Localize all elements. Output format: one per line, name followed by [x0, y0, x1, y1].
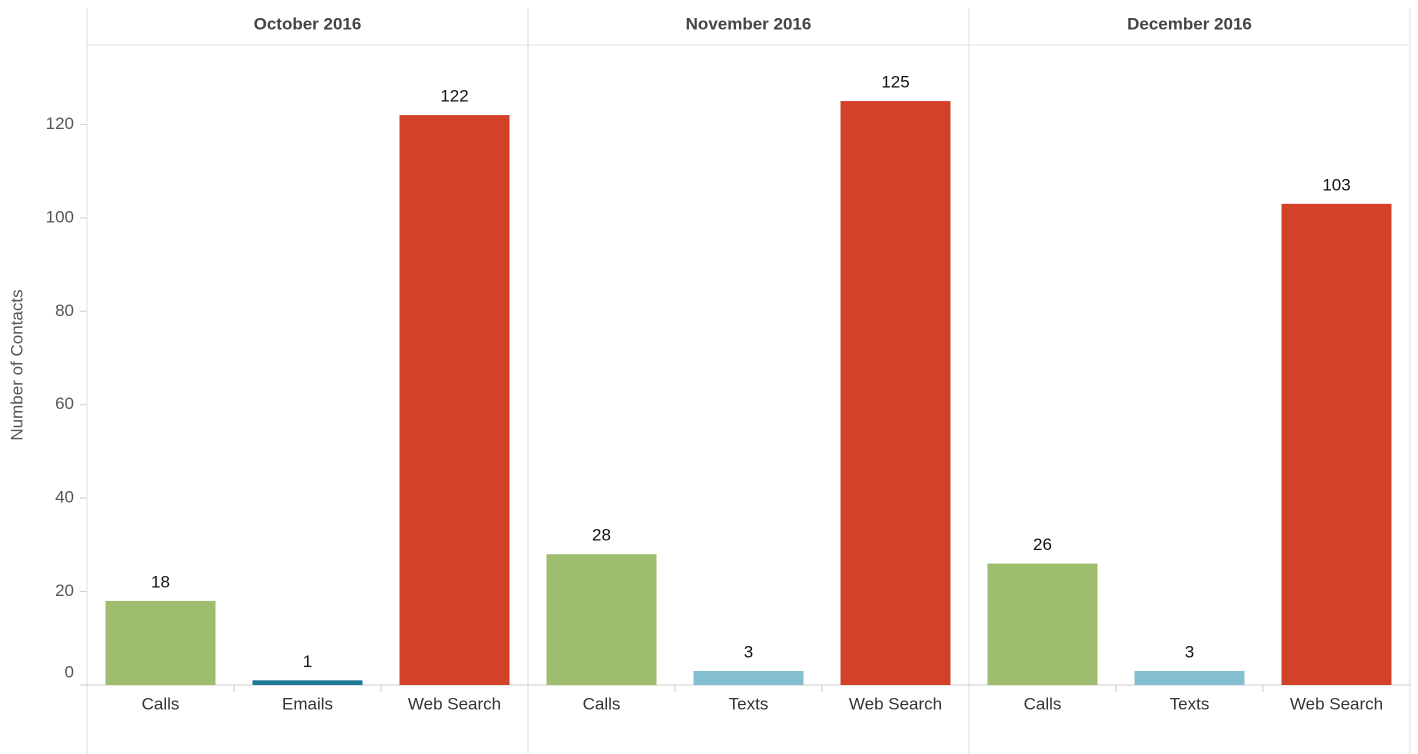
bar: [1134, 670, 1245, 685]
y-tick-label: 80: [55, 301, 74, 320]
x-tick-label: Calls: [1024, 694, 1062, 713]
value-label: 125: [881, 73, 909, 92]
y-tick-label: 0: [65, 662, 74, 681]
y-tick-label: 120: [46, 114, 74, 133]
value-label: 3: [744, 642, 753, 661]
panel-title: November 2016: [686, 14, 812, 33]
value-label: 1: [303, 652, 312, 671]
value-label: 26: [1033, 535, 1052, 554]
x-tick-label: Calls: [583, 694, 621, 713]
bar: [987, 563, 1098, 685]
y-axis-label: Number of Contacts: [7, 289, 26, 440]
bar: [1281, 203, 1392, 685]
bar: [840, 101, 951, 685]
y-tick-label: 60: [55, 394, 74, 413]
x-tick-label: Texts: [729, 694, 769, 713]
x-tick-label: Web Search: [408, 694, 501, 713]
bar: [546, 554, 657, 685]
x-tick-label: Web Search: [1290, 694, 1383, 713]
bar: [252, 680, 363, 685]
x-tick-label: Calls: [142, 694, 180, 713]
panel-title: December 2016: [1127, 14, 1252, 33]
bar: [693, 670, 804, 685]
value-label: 28: [592, 526, 611, 545]
x-tick-label: Texts: [1170, 694, 1210, 713]
x-tick-label: Emails: [282, 694, 333, 713]
panel-title: October 2016: [254, 14, 362, 33]
y-tick-label: 100: [46, 207, 74, 226]
bar: [399, 115, 510, 685]
bar: [105, 600, 216, 685]
value-label: 122: [440, 87, 468, 106]
y-tick-label: 40: [55, 488, 74, 507]
value-label: 3: [1185, 642, 1194, 661]
y-tick-label: 20: [55, 581, 74, 600]
value-label: 18: [151, 572, 170, 591]
value-label: 103: [1322, 175, 1350, 194]
x-tick-label: Web Search: [849, 694, 942, 713]
